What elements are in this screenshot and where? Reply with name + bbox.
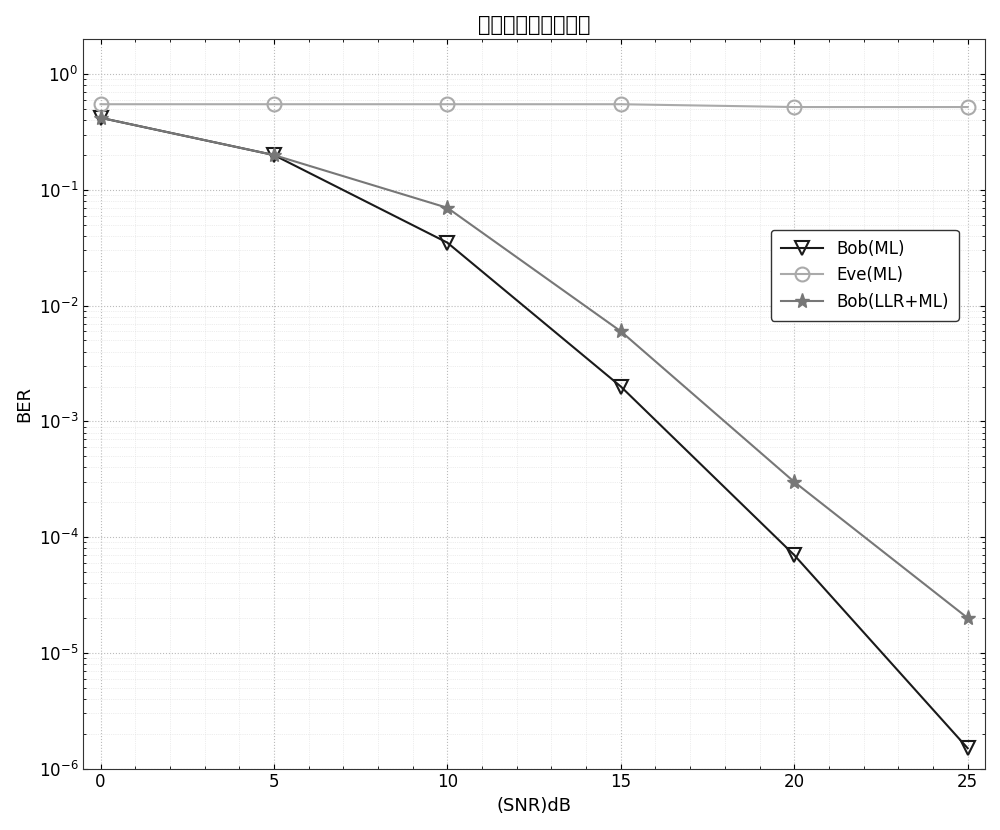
Bob(ML) <box>95 113 107 123</box>
Bob(LLR+ML) <box>441 203 453 212</box>
Bob(LLR+ML) <box>615 326 627 336</box>
Title: 误码率性能仿真曲线: 误码率性能仿真曲线 <box>478 15 590 35</box>
Bob(LLR+ML) <box>268 150 280 160</box>
Bob(LLR+ML) <box>95 113 107 123</box>
Eve(ML) <box>268 100 280 110</box>
X-axis label: (SNR)dB: (SNR)dB <box>497 797 572 815</box>
Bob(ML) <box>441 237 453 247</box>
Line: Bob(LLR+ML): Bob(LLR+ML) <box>93 110 975 626</box>
Y-axis label: BER: BER <box>15 386 33 422</box>
Eve(ML) <box>441 100 453 110</box>
Line: Eve(ML): Eve(ML) <box>94 97 975 114</box>
Eve(ML) <box>788 102 800 112</box>
Eve(ML) <box>962 102 974 112</box>
Eve(ML) <box>95 100 107 110</box>
Bob(LLR+ML) <box>788 477 800 487</box>
Bob(ML) <box>268 150 280 160</box>
Eve(ML) <box>615 100 627 110</box>
Bob(ML) <box>788 550 800 560</box>
Line: Bob(ML): Bob(ML) <box>94 111 975 755</box>
Bob(ML) <box>615 382 627 392</box>
Bob(LLR+ML) <box>962 613 974 623</box>
Bob(ML) <box>962 743 974 753</box>
Legend: Bob(ML), Eve(ML), Bob(LLR+ML): Bob(ML), Eve(ML), Bob(LLR+ML) <box>771 230 959 320</box>
